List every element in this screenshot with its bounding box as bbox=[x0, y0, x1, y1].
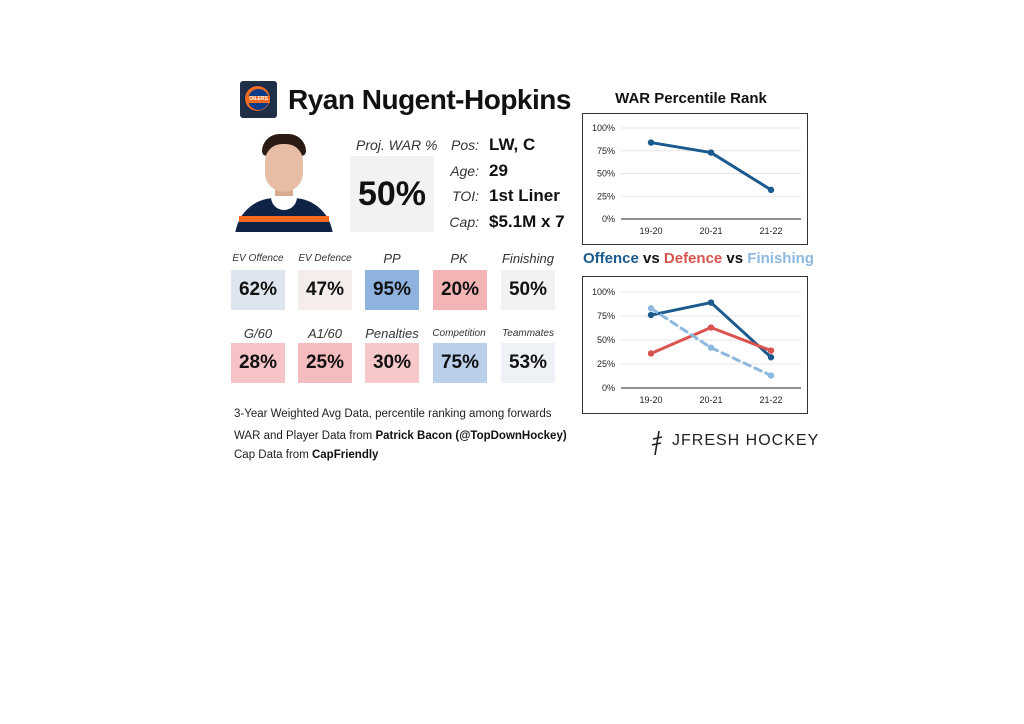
competition-value: 75% bbox=[433, 343, 487, 383]
g60-value: 28% bbox=[231, 343, 285, 383]
chart1-ytick-label: 25% bbox=[597, 191, 615, 201]
proj-war-label: Proj. WAR % bbox=[356, 137, 438, 153]
chart2-title-vs1: vs bbox=[638, 250, 664, 267]
cap-value: $5.1M x 7 bbox=[489, 212, 565, 231]
competition-label: Competition bbox=[432, 328, 486, 339]
chart2-data-point bbox=[767, 347, 775, 354]
chart1-title: WAR Percentile Rank bbox=[615, 90, 767, 107]
proj-war-value: 50% bbox=[350, 156, 434, 232]
player-photo bbox=[233, 132, 335, 232]
chart2-title-offence: Offence bbox=[583, 250, 639, 267]
chart2-title-defence: Defence bbox=[663, 250, 723, 267]
chart2-xtick-label: 19-20 bbox=[639, 395, 662, 405]
oilers-logo-icon: OILERS bbox=[240, 81, 277, 118]
chart2-xtick-label: 21-22 bbox=[759, 395, 782, 405]
chart2-ytick-label: 75% bbox=[597, 311, 615, 321]
logo-text: OILERS bbox=[247, 96, 270, 103]
chart2-data-point bbox=[707, 299, 715, 306]
chart2-ytick-label: 0% bbox=[602, 383, 615, 393]
chart2-data-point bbox=[647, 350, 655, 357]
footer-war-source-name: Patrick Bacon (@TopDownHockey) bbox=[375, 430, 567, 442]
a160-label: A1/60 bbox=[308, 326, 342, 341]
chart2-data-point bbox=[767, 354, 775, 361]
pk-value: 20% bbox=[433, 270, 487, 310]
teammates-value: 53% bbox=[501, 343, 555, 383]
chart1-ytick-label: 100% bbox=[592, 123, 615, 133]
chart2-ytick-label: 25% bbox=[597, 359, 615, 369]
chart2-ytick-label: 50% bbox=[597, 335, 615, 345]
pos-value: LW, C bbox=[489, 135, 536, 154]
footer-methodology: 3-Year Weighted Avg Data, percentile ran… bbox=[234, 408, 552, 420]
pp-value: 95% bbox=[365, 270, 419, 310]
toi-value: 1st Liner bbox=[489, 186, 560, 205]
chart1-svg: 0% 25% 50% 75% 100% 19-20 20-21 21-22 bbox=[592, 123, 801, 236]
footer-war-source: WAR and Player Data from Patrick Bacon (… bbox=[234, 430, 567, 442]
chart2-data-point bbox=[707, 324, 715, 331]
chart2-data-point bbox=[707, 344, 715, 351]
chart1-ytick-label: 0% bbox=[602, 214, 615, 224]
pos-label: Pos: bbox=[450, 137, 479, 153]
chart1-data-point bbox=[767, 186, 775, 194]
a160-value: 25% bbox=[298, 343, 352, 383]
finishing-value: 50% bbox=[501, 270, 555, 310]
pk-label: PK bbox=[450, 251, 468, 266]
teammates-label: Teammates bbox=[502, 328, 554, 339]
ev-defence-value: 47% bbox=[298, 270, 352, 310]
chart1-ytick-label: 50% bbox=[597, 169, 615, 179]
chart1-xtick-label: 19-20 bbox=[639, 226, 662, 236]
player-name: Ryan Nugent-Hopkins bbox=[288, 84, 571, 115]
chart2-title-vs2: vs bbox=[722, 250, 748, 267]
chart1-ytick-label: 75% bbox=[597, 146, 615, 156]
chart2-svg: 0% 25% 50% 75% 100% 19-20 20-21 21-22 bbox=[592, 287, 801, 405]
penalties-value: 30% bbox=[365, 343, 419, 383]
g60-label: G/60 bbox=[243, 326, 273, 341]
chart2-frame: 0% 25% 50% 75% 100% 19-20 20-21 21-22 bbox=[582, 276, 808, 414]
chart2-data-point bbox=[647, 311, 655, 319]
chart1-frame: 0% 25% 50% 75% 100% 19-20 20-21 21-22 bbox=[582, 113, 808, 245]
ev-defence-label: EV Defence bbox=[298, 253, 352, 264]
chart2-xtick-label: 20-21 bbox=[699, 395, 722, 405]
finishing-label: Finishing bbox=[501, 251, 555, 266]
chart2-title: Offence vs Defence vs Finishing bbox=[583, 250, 814, 267]
footer-cap-source-name: CapFriendly bbox=[311, 449, 379, 461]
chart2-data-point bbox=[647, 305, 655, 312]
footer-cap-source-prefix: Cap Data from bbox=[234, 449, 312, 461]
toi-label: TOI: bbox=[452, 188, 479, 204]
age-value: 29 bbox=[489, 161, 508, 180]
footer-war-source-prefix: WAR and Player Data from bbox=[234, 430, 376, 442]
pp-label: PP bbox=[383, 251, 401, 266]
ev-offence-value: 62% bbox=[231, 270, 285, 310]
footer-cap-source: Cap Data from CapFriendly bbox=[234, 449, 378, 461]
cap-label: Cap: bbox=[449, 214, 479, 230]
chart1-xtick-label: 21-22 bbox=[759, 226, 782, 236]
age-label: Age: bbox=[450, 163, 479, 179]
chart2-data-point bbox=[767, 372, 775, 379]
ev-offence-label: EV Offence bbox=[232, 253, 284, 264]
chart1-data-point bbox=[707, 149, 715, 156]
chart1-xtick-label: 20-21 bbox=[699, 226, 722, 236]
jfresh-logo-icon bbox=[651, 430, 663, 456]
chart2-title-finishing: Finishing bbox=[747, 250, 814, 267]
brand-name: JFRESH HOCKEY bbox=[672, 432, 820, 449]
penalties-label: Penalties bbox=[365, 326, 419, 341]
chart2-ytick-label: 100% bbox=[592, 287, 615, 297]
chart1-data-point bbox=[647, 139, 655, 146]
